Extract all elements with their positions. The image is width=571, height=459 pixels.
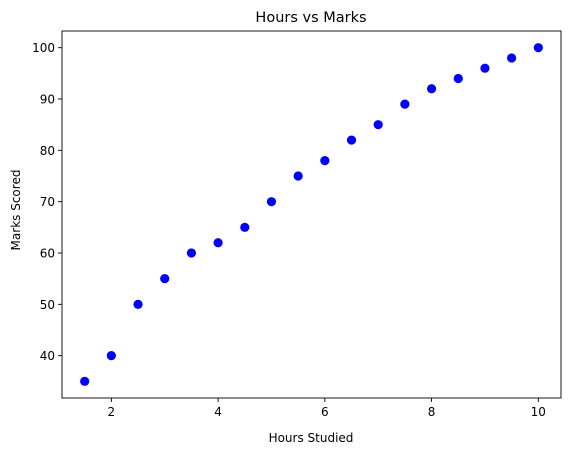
plot-area: 2 4 6 8 10 40 50 60 70 80 90 100 xyxy=(32,31,561,419)
y-tick-label: 70 xyxy=(40,195,55,209)
x-tick-label: 6 xyxy=(321,405,329,419)
data-point xyxy=(214,238,223,247)
data-point xyxy=(480,64,489,73)
y-tick-label: 50 xyxy=(40,298,55,312)
x-tick-label: 2 xyxy=(108,405,116,419)
data-point xyxy=(454,74,463,83)
y-axis-label: Marks Scored xyxy=(9,170,23,251)
data-point xyxy=(107,351,116,360)
data-point xyxy=(400,100,409,109)
y-tick-label: 40 xyxy=(40,349,55,363)
x-tick-label: 4 xyxy=(214,405,222,419)
y-tick-label: 80 xyxy=(40,144,55,158)
x-tick-label: 10 xyxy=(531,405,546,419)
data-point xyxy=(534,43,543,52)
chart-title: Hours vs Marks xyxy=(255,10,366,26)
data-point xyxy=(133,300,142,309)
data-point xyxy=(374,120,383,129)
data-point xyxy=(507,53,516,62)
data-point xyxy=(240,223,249,232)
data-point xyxy=(187,248,196,257)
plot-frame xyxy=(62,31,561,398)
data-point xyxy=(347,135,356,144)
data-point xyxy=(320,156,329,165)
data-point xyxy=(267,197,276,206)
data-point xyxy=(294,171,303,180)
x-tick-label: 8 xyxy=(428,405,436,419)
data-point xyxy=(427,84,436,93)
y-tick-label: 90 xyxy=(40,93,55,107)
y-tick-label: 100 xyxy=(32,41,55,55)
data-point xyxy=(80,377,89,386)
x-axis-label: Hours Studied xyxy=(269,431,354,445)
data-point xyxy=(160,274,169,283)
y-tick-label: 60 xyxy=(40,246,55,260)
